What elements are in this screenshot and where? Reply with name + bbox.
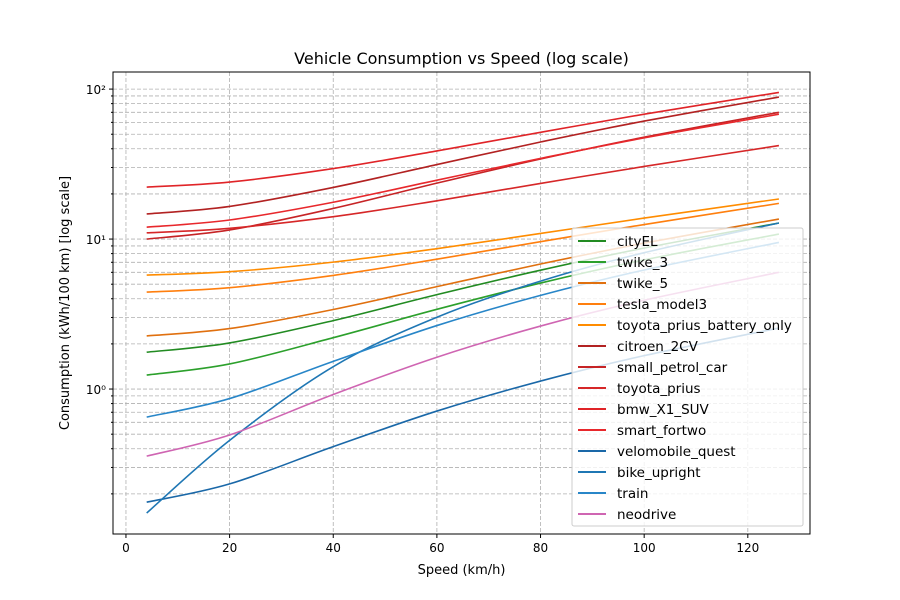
legend-label: train: [617, 486, 648, 502]
legend-label: toyota_prius_battery_only: [617, 318, 792, 334]
legend-label: neodrive: [617, 507, 676, 523]
series-line-toyota-prius: [146, 144, 780, 234]
legend-label: citroen_2CV: [617, 339, 699, 355]
y-axis-label: Consumption (kWh/100 km) [log scale]: [58, 176, 73, 430]
x-tick-label: 0: [122, 541, 130, 555]
legend: cityEL twike_3 twike_5 tesla_model3 toyota_p…: [571, 227, 804, 527]
legend-box: [571, 227, 804, 527]
legend-label: velomobile_quest: [617, 444, 736, 460]
series-line-toyota-prius-battery-only: [146, 198, 780, 276]
chart-title: Vehicle Consumption vs Speed (log scale): [294, 49, 629, 68]
legend-label: bike_upright: [617, 465, 701, 481]
series-line-smart-fortwo: [146, 113, 780, 228]
legend-label: twike_3: [617, 255, 668, 271]
x-axis-label: Speed (km/h): [418, 563, 506, 578]
x-tick-label: 120: [736, 541, 759, 555]
legend-label: toyota_prius: [617, 381, 701, 397]
legend-label: small_petrol_car: [617, 360, 728, 376]
x-tick-label: 80: [533, 541, 548, 555]
axes-frame: [112, 71, 811, 535]
legend-label: tesla_model3: [617, 297, 707, 313]
legend-label: bmw_X1_SUV: [617, 402, 710, 418]
x-axis: 0 20 40 60 80 100 120: [122, 534, 759, 555]
x-tick-label: 100: [633, 541, 656, 555]
x-tick-label: 40: [326, 541, 341, 555]
x-tick-label: 20: [222, 541, 237, 555]
series-line-bmw-X1-SUV: [146, 91, 780, 188]
y-tick-label: 10²: [86, 83, 106, 97]
series-line-citroen-2CV: [146, 96, 780, 215]
legend-label: cityEL: [617, 234, 658, 250]
x-tick-label: 60: [429, 541, 444, 555]
y-tick-label: 10⁰: [86, 383, 106, 397]
y-tick-label: 10¹: [86, 233, 106, 247]
y-axis: 10⁰ 10¹ 10²: [86, 83, 113, 495]
legend-label: twike_5: [617, 276, 668, 292]
legend-label: smart_fortwo: [617, 423, 706, 439]
series-line-tesla-model3: [146, 202, 780, 293]
